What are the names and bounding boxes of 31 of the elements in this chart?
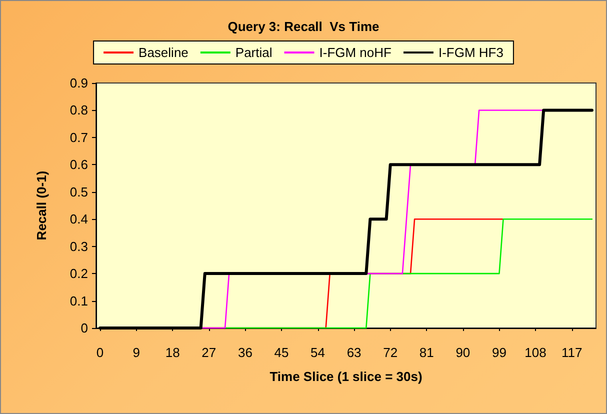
- x-tick-label: 72: [383, 345, 398, 360]
- y-tick-label: 0: [80, 320, 88, 336]
- y-tick-label: 0.4: [70, 212, 88, 227]
- chart-title: Query 3: Recall Vs Time: [228, 19, 380, 34]
- x-tick-label: 54: [310, 345, 326, 360]
- x-tick-label: 45: [274, 345, 289, 360]
- x-tick-label: 9: [132, 345, 140, 360]
- y-tick-label: 0.9: [70, 76, 88, 90]
- legend-label: Partial: [235, 45, 272, 60]
- x-tick-label: 63: [346, 345, 362, 360]
- y-tick-label: 0.5: [70, 184, 88, 200]
- x-tick-label: 18: [165, 345, 180, 360]
- x-axis-title: Time Slice (1 slice = 30s): [270, 369, 422, 384]
- x-tick-label: 108: [524, 345, 546, 360]
- legend-label: Baseline: [138, 45, 188, 60]
- y-axis-title: Recall (0-1): [34, 170, 49, 240]
- y-tick-label: 0.1: [70, 293, 88, 308]
- y-tick-label: 0.7: [70, 130, 88, 145]
- x-tick-label: 81: [419, 345, 434, 360]
- y-tick-label: 0.8: [70, 102, 88, 118]
- x-tick-label: 99: [492, 345, 506, 360]
- legend-label: I-FGM noHF: [319, 45, 392, 60]
- y-tick-label: 0.2: [70, 266, 88, 282]
- x-tick-label: 117: [561, 345, 582, 360]
- x-tick-label: 27: [202, 345, 216, 360]
- x-tick-label: 36: [238, 345, 252, 360]
- x-tick-label: 90: [456, 345, 470, 360]
- y-tick-label: 0.3: [70, 238, 88, 254]
- y-tick-label: 0.6: [70, 157, 88, 172]
- x-tick-label: 0: [96, 345, 104, 360]
- legend-label: I-FGM HF3: [438, 45, 504, 60]
